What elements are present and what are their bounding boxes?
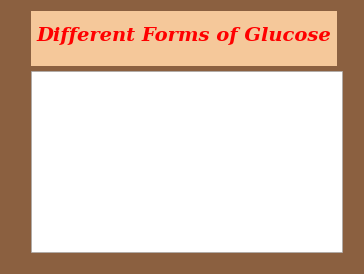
Text: H: H <box>202 144 209 153</box>
Text: O: O <box>232 96 239 105</box>
Text: H: H <box>175 85 181 94</box>
Text: C: C <box>83 173 88 182</box>
Text: H: H <box>269 147 275 156</box>
Text: H: H <box>82 210 88 219</box>
Text: 2: 2 <box>257 136 261 141</box>
Text: H: H <box>230 144 237 153</box>
Text: C: C <box>83 133 88 142</box>
Text: Different Forms of Glucose: Different Forms of Glucose <box>36 27 331 45</box>
Text: C: C <box>83 113 88 122</box>
Text: HO: HO <box>139 102 153 111</box>
Text: H: H <box>197 176 204 185</box>
Text: OH: OH <box>104 173 117 182</box>
Text: HO: HO <box>171 175 184 184</box>
Text: OH: OH <box>200 78 213 87</box>
Text: H: H <box>167 121 174 130</box>
Text: CH: CH <box>187 78 199 87</box>
Text: H: H <box>98 80 104 89</box>
Text: OH: OH <box>242 107 255 116</box>
Text: H: H <box>62 153 68 162</box>
Text: OH: OH <box>242 176 255 185</box>
Text: OH: OH <box>266 164 278 173</box>
Text: H: H <box>183 134 190 143</box>
Text: OH: OH <box>104 192 117 201</box>
Text: C: C <box>83 192 88 201</box>
Text: H: H <box>201 99 207 108</box>
Text: C: C <box>83 153 88 162</box>
Text: H: H <box>246 95 252 104</box>
Text: O: O <box>254 147 261 156</box>
Text: CH: CH <box>239 132 251 141</box>
Text: H: H <box>62 192 68 201</box>
Text: OH: OH <box>186 105 199 114</box>
Text: C: C <box>83 93 88 102</box>
Text: H: H <box>102 133 108 142</box>
Text: H: H <box>208 87 215 96</box>
Text: H: H <box>62 173 68 182</box>
Text: www.slidebaze.com: www.slidebaze.com <box>156 239 211 244</box>
Text: HO: HO <box>151 153 165 162</box>
Text: O: O <box>65 80 72 89</box>
Text: HO: HO <box>52 133 66 142</box>
Text: OH: OH <box>104 153 117 162</box>
Text: OH: OH <box>254 132 267 141</box>
Text: H: H <box>62 113 68 122</box>
Text: 2: 2 <box>204 83 207 88</box>
Text: OH: OH <box>104 113 117 122</box>
Text: C: C <box>83 93 88 102</box>
Text: OH: OH <box>178 121 191 130</box>
